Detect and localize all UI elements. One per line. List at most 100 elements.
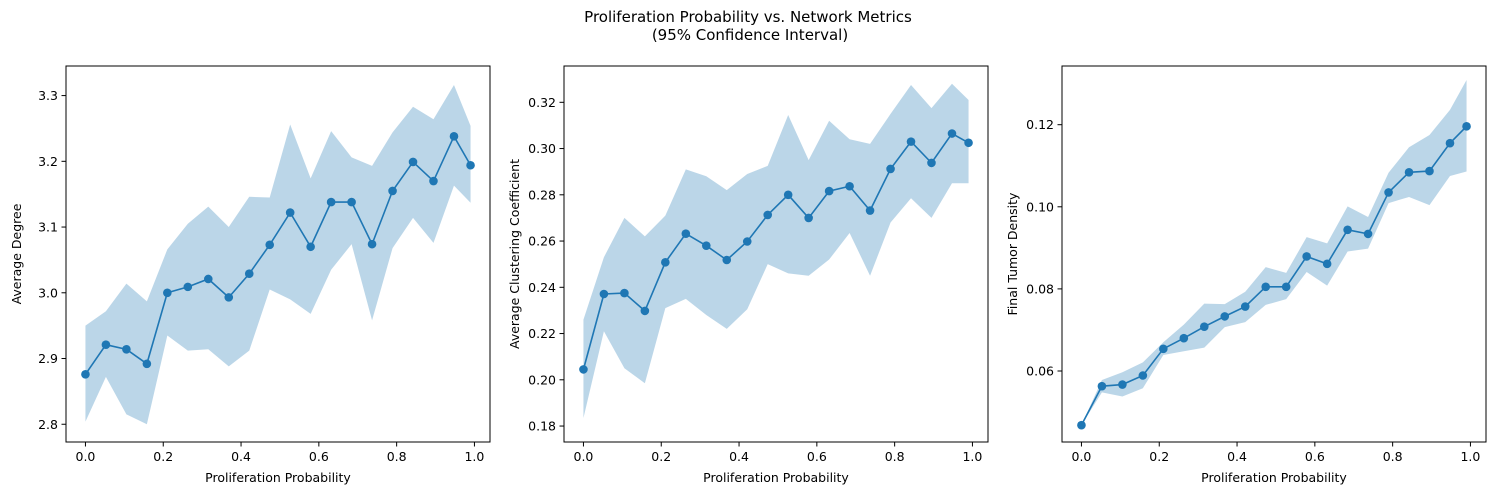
data-point	[183, 282, 193, 292]
data-point	[326, 197, 336, 207]
data-point	[763, 210, 773, 220]
x-tick-label: 0.0	[1072, 449, 1092, 464]
x-tick-label: 0.8	[1383, 449, 1403, 464]
chart-panel-3: 0.0 0.2 0.4 0.6 0.8 1.0 0.06 0.08 0.10 0.12 Prolif…	[1005, 65, 1487, 485]
y-tick-label: 0.30	[528, 141, 556, 156]
data-point	[845, 181, 854, 191]
data-point	[927, 158, 936, 168]
data-point	[579, 365, 588, 374]
data-point	[408, 157, 418, 167]
data-point	[1220, 312, 1230, 321]
y-tick-label: 3.1	[38, 220, 58, 235]
data-point	[1261, 282, 1271, 292]
data-point	[347, 197, 356, 207]
data-point	[1384, 188, 1393, 197]
y-tick-label: 0.28	[528, 187, 556, 202]
data-point	[122, 345, 131, 354]
x-tick-label: 0.4	[729, 449, 749, 464]
data-point	[1159, 344, 1168, 354]
data-point	[306, 242, 315, 252]
axes-frame	[65, 65, 491, 443]
x-tick-label: 0.2	[651, 449, 671, 464]
mean-line	[582, 132, 969, 370]
data-point	[163, 288, 172, 298]
data-point	[265, 240, 275, 250]
x-tick-label: 0.2	[153, 449, 173, 464]
y-axis-label: Average Degree	[9, 203, 24, 304]
x-tick-label: 0.4	[231, 449, 251, 464]
data-point	[224, 293, 234, 302]
y-tick-label: 2.9	[38, 351, 58, 366]
y-tick-label: 0.26	[528, 234, 556, 249]
data-point	[285, 208, 295, 217]
confidence-band	[85, 85, 471, 425]
chart-panel-2: 0.0 0.2 0.4 0.6 0.8 1.0 0.18 0.20 0.22 0.24 0.26 0.…	[507, 65, 989, 485]
axes-frame	[563, 65, 989, 443]
y-axis-label: Average Clustering Coefficient	[507, 159, 522, 349]
data-point	[742, 237, 752, 246]
y-tick-label: 0.20	[528, 372, 556, 387]
data-point	[1343, 225, 1352, 235]
x-tick-label: 0.2	[1149, 449, 1169, 464]
data-point	[661, 258, 670, 267]
data-point	[1302, 252, 1311, 261]
x-tick-label: 1.0	[1460, 449, 1480, 464]
figure-title-line-2: (95% Confidence Interval)	[652, 26, 848, 44]
data-point	[81, 369, 90, 379]
figure-title-line-1: Proliferation Probability vs. Network Me…	[584, 8, 912, 26]
data-point	[865, 206, 875, 215]
data-point	[620, 288, 629, 298]
mean-line	[84, 134, 472, 375]
x-tick-label: 0.6	[1305, 449, 1325, 464]
axes-frame	[1061, 65, 1487, 443]
data-point	[701, 241, 711, 250]
y-tick-label: 0.12	[1026, 117, 1054, 132]
data-point	[429, 176, 438, 186]
y-tick-label: 0.24	[528, 280, 556, 295]
data-point	[1097, 381, 1107, 391]
data-point	[1118, 380, 1127, 389]
data-point	[1077, 420, 1086, 430]
data-point	[1363, 229, 1373, 239]
data-point	[824, 186, 834, 196]
y-tick-label: 0.22	[528, 326, 556, 341]
x-tick-label: 0.6	[807, 449, 827, 464]
data-point	[1425, 166, 1434, 176]
data-point	[804, 213, 813, 223]
x-tick-label: 0.0	[76, 449, 96, 464]
x-tick-label: 1.0	[962, 449, 982, 464]
mean-line	[1080, 125, 1468, 426]
data-point	[244, 269, 254, 279]
x-axis-label: Proliferation Probability	[205, 470, 351, 485]
x-axis-label: Proliferation Probability	[1201, 470, 1347, 485]
x-tick-label: 0.0	[574, 449, 594, 464]
data-point	[783, 190, 793, 200]
data-point	[388, 186, 397, 196]
data-point	[449, 132, 459, 141]
y-tick-label: 0.06	[1026, 363, 1054, 378]
y-tick-label: 2.8	[38, 417, 58, 432]
data-point	[599, 289, 609, 299]
data-point	[142, 359, 152, 369]
x-tick-label: 0.4	[1227, 449, 1247, 464]
data-point	[886, 164, 895, 174]
confidence-band	[1081, 79, 1467, 426]
y-tick-label: 0.18	[528, 419, 556, 434]
y-tick-label: 3.3	[38, 88, 58, 103]
y-tick-label: 0.08	[1026, 281, 1054, 296]
data-point	[1240, 302, 1250, 311]
data-point	[1179, 333, 1189, 343]
data-point	[1199, 322, 1209, 331]
x-tick-label: 1.0	[464, 449, 484, 464]
data-point	[1281, 282, 1291, 292]
y-tick-label: 0.10	[1026, 199, 1054, 214]
data-point	[722, 255, 732, 265]
y-tick-label: 0.32	[528, 95, 556, 110]
x-tick-label: 0.8	[387, 449, 407, 464]
data-point	[1462, 122, 1471, 131]
data-point	[466, 160, 475, 170]
confidence-band	[583, 83, 969, 418]
data-point	[906, 137, 916, 146]
data-point	[640, 306, 650, 316]
x-tick-label: 0.8	[885, 449, 905, 464]
